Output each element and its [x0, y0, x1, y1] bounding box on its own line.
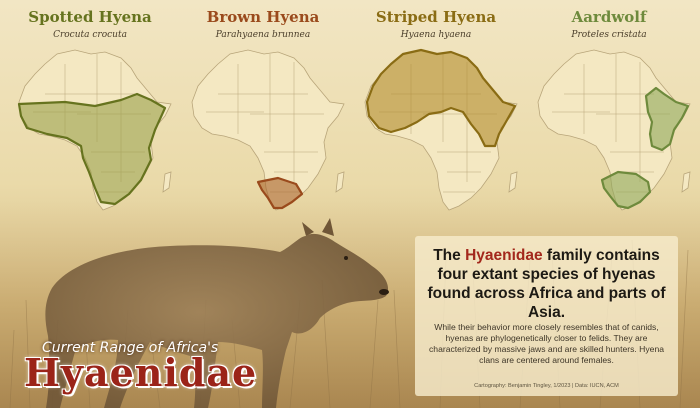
headline-prefix: The	[433, 247, 466, 264]
species-scientific-name: Parahyaena brunnea	[215, 30, 311, 40]
species-name: Spotted Hyena	[28, 8, 152, 26]
range-brown-hyena	[256, 176, 304, 210]
species-panel-brown-hyena: Brown Hyena Parahyaena brunnea	[178, 8, 348, 230]
species-scientific-name: Proteles cristata	[571, 30, 647, 40]
title-main: Hyaenidae	[24, 350, 258, 395]
headline-highlight: Hyaenidae	[465, 247, 543, 264]
headline-rest: family contains four extant species of h…	[427, 247, 666, 321]
info-box: The Hyaenidae family contains four extan…	[415, 236, 678, 396]
species-panel-striped-hyena: Striped Hyena Hyaena hyaena	[351, 8, 521, 230]
range-striped-hyena	[365, 48, 517, 148]
info-body: While their behavior more closely resemb…	[429, 322, 665, 365]
species-name: Brown Hyena	[206, 8, 320, 26]
range-aardwolf-east	[644, 86, 690, 152]
species-name: Striped Hyena	[375, 8, 497, 26]
land-shape	[681, 171, 691, 193]
land-shape	[162, 171, 172, 193]
range-spotted-hyena	[17, 92, 167, 206]
range-aardwolf-south	[600, 170, 652, 210]
land-shape	[508, 171, 518, 193]
species-panel-spotted-hyena: Spotted Hyena Crocuta crocuta	[5, 8, 175, 230]
species-scientific-name: Crocuta crocuta	[53, 30, 127, 40]
africa-range-map	[17, 49, 172, 211]
land-shape	[335, 171, 345, 193]
title-subtitle: Current Range of Africa's	[42, 340, 219, 356]
africa-range-map	[191, 49, 345, 211]
info-headline: The Hyaenidae family contains four extan…	[423, 246, 670, 322]
hyena-silhouette	[45, 218, 389, 408]
africa-range-map	[364, 48, 518, 211]
species-name: Aardwolf	[571, 8, 647, 26]
species-panel-aardwolf: Aardwolf Proteles cristata	[524, 8, 694, 230]
africa-range-map	[537, 49, 691, 211]
credit-line: Cartography: Benjamin Tingley, 1/2023 | …	[474, 383, 619, 389]
species-scientific-name: Hyaena hyaena	[400, 30, 472, 40]
land-shape	[191, 49, 345, 211]
